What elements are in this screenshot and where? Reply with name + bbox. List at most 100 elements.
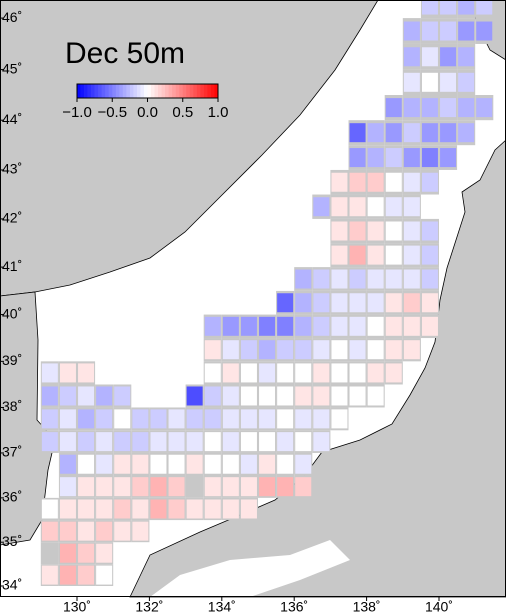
cell — [150, 454, 167, 474]
row-band — [185, 475, 204, 498]
cell — [204, 340, 221, 360]
cell — [168, 477, 185, 497]
cell — [114, 499, 131, 519]
cell — [96, 499, 113, 519]
cell — [403, 293, 420, 313]
cell — [440, 72, 457, 92]
x-tick-label: 138˚ — [353, 599, 381, 615]
y-tick-label: 45˚ — [2, 60, 22, 76]
cell — [186, 499, 203, 519]
cell — [222, 409, 239, 429]
cell — [403, 245, 420, 265]
cell — [259, 409, 276, 429]
cell — [313, 386, 330, 406]
cell — [114, 477, 131, 497]
colorbar-step — [112, 84, 117, 98]
cell — [313, 363, 330, 383]
x-tick-label: 140˚ — [425, 599, 453, 615]
cell — [367, 221, 384, 241]
row-band — [40, 542, 59, 565]
cell — [240, 499, 257, 519]
x-tick-label: 134˚ — [208, 599, 236, 615]
cell — [41, 363, 58, 383]
colorbar-step — [136, 84, 141, 98]
cell — [403, 123, 420, 143]
colorbar-tick-label: −1.0 — [62, 104, 92, 121]
cell — [349, 293, 366, 313]
cell — [458, 72, 475, 92]
cell — [385, 221, 402, 241]
cell — [78, 565, 95, 585]
cell — [421, 123, 438, 143]
cell — [59, 521, 76, 541]
cell — [78, 543, 95, 563]
cell — [295, 293, 312, 313]
x-tick-label: 130˚ — [63, 599, 91, 615]
cell — [277, 477, 294, 497]
cell — [295, 386, 312, 406]
cell — [421, 98, 438, 118]
cell — [440, 123, 457, 143]
cell — [59, 432, 76, 452]
colorbar-step — [189, 84, 194, 98]
cell — [204, 432, 221, 452]
cell — [458, 21, 475, 41]
colorbar-step — [105, 84, 110, 98]
x-tick-label: 136˚ — [280, 599, 308, 615]
cell — [331, 197, 348, 217]
cell — [385, 197, 402, 217]
cell — [78, 386, 95, 406]
cell — [277, 363, 294, 383]
cell — [59, 363, 76, 383]
y-tick-label: 35˚ — [2, 533, 22, 549]
cell — [421, 172, 438, 192]
cell — [240, 316, 257, 336]
cell — [421, 316, 438, 336]
cell — [114, 521, 131, 541]
y-tick-label: 36˚ — [2, 489, 22, 505]
cell — [403, 269, 420, 289]
colorbar-step — [175, 84, 180, 98]
land — [0, 0, 506, 598]
cell — [186, 409, 203, 429]
cell — [78, 521, 95, 541]
cell — [421, 269, 438, 289]
cell — [204, 454, 221, 474]
cell — [313, 197, 330, 217]
cell — [222, 340, 239, 360]
colorbar-step — [151, 84, 155, 98]
colorbar-step — [179, 84, 184, 98]
cell — [385, 340, 402, 360]
cell — [132, 432, 149, 452]
colorbar-step — [193, 84, 198, 98]
cell — [259, 432, 276, 452]
cell — [114, 454, 131, 474]
cell — [277, 432, 294, 452]
colorbar-tick-label: −0.5 — [97, 104, 127, 121]
cell — [277, 340, 294, 360]
colorbar-step — [87, 84, 92, 98]
cell — [132, 454, 149, 474]
cell — [41, 409, 58, 429]
cell — [59, 454, 76, 474]
cell — [403, 47, 420, 67]
cell — [458, 123, 475, 143]
cell — [295, 269, 312, 289]
cell — [277, 386, 294, 406]
cell — [403, 197, 420, 217]
cell — [385, 98, 402, 118]
cell — [259, 454, 276, 474]
cell — [96, 565, 113, 585]
cell — [204, 316, 221, 336]
cell — [59, 409, 76, 429]
cell — [440, 0, 457, 15]
cell — [421, 21, 438, 41]
cell — [458, 98, 475, 118]
y-tick-label: 41˚ — [2, 258, 22, 274]
cell — [168, 499, 185, 519]
cell — [222, 363, 239, 383]
cell — [421, 72, 438, 92]
cell — [59, 565, 76, 585]
cell — [204, 409, 221, 429]
cell — [96, 409, 113, 429]
